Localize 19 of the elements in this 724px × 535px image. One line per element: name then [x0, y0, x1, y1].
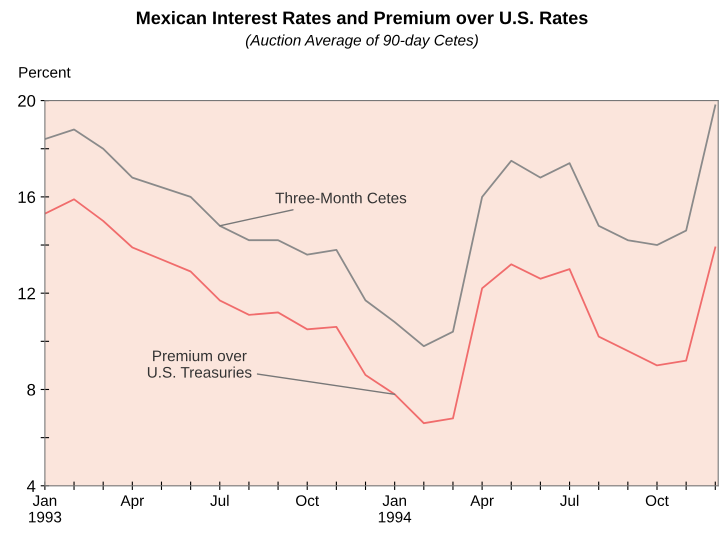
- line-series: [44, 104, 716, 348]
- x-tick-label: Jan 1993: [29, 495, 62, 522]
- x-tick-label: Apr: [470, 495, 494, 510]
- x-tick-label: Oct: [296, 495, 319, 506]
- x-tick-label: Apr: [120, 495, 144, 510]
- y-tick-label: 12: [18, 288, 36, 300]
- x-tick-label: Jan 1994: [378, 495, 412, 522]
- y-tick-label: 4: [26, 480, 36, 492]
- annotation: Premium over U.S. Treasuries: [148, 350, 252, 378]
- annotation: Three-Month Cetes: [276, 192, 406, 204]
- y-tick-label: 16: [18, 191, 36, 204]
- chart-subtitle: (Auction Average of 90-day Cetes): [246, 34, 478, 49]
- y-tick-label: 20: [18, 94, 36, 107]
- x-tick-label: Oct: [646, 495, 669, 506]
- x-tick-label: Jul: [210, 494, 229, 506]
- y-axis-title: Percent: [19, 67, 71, 78]
- chart-title: Mexican Interest Rates and Premium over U.S. Rates: [136, 10, 588, 24]
- y-tick-label: 8: [27, 384, 36, 396]
- x-tick-label: Jul: [560, 494, 578, 506]
